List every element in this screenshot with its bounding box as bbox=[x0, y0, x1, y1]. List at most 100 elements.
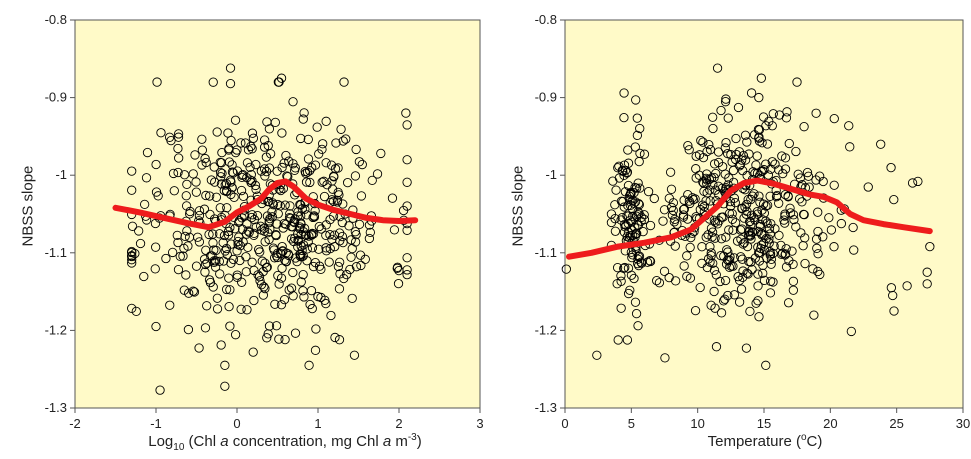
right-data-point bbox=[685, 242, 695, 253]
left-data-point bbox=[216, 340, 226, 350]
right-data-point bbox=[623, 288, 634, 299]
left-data-point bbox=[276, 185, 286, 196]
right-data-point bbox=[726, 150, 736, 160]
left-data-point bbox=[220, 180, 230, 190]
right-data-point bbox=[649, 193, 659, 204]
left-data-point bbox=[304, 360, 314, 370]
right-data-point bbox=[730, 197, 740, 208]
left-data-point bbox=[305, 299, 315, 310]
right-data-point bbox=[818, 176, 828, 187]
right-data-point bbox=[626, 188, 636, 199]
left-data-point bbox=[167, 247, 178, 258]
left-data-point bbox=[334, 228, 345, 238]
right-data-point bbox=[774, 165, 784, 175]
left-data-point bbox=[305, 177, 315, 188]
right-data-point bbox=[781, 244, 791, 254]
right-data-point bbox=[756, 243, 766, 254]
left-data-point bbox=[236, 185, 247, 196]
left-y-tick-label: -1.1 bbox=[45, 245, 67, 260]
right-data-point bbox=[783, 191, 793, 201]
left-data-point bbox=[153, 191, 163, 201]
left-data-point bbox=[226, 177, 236, 187]
right-data-point bbox=[633, 210, 643, 220]
right-data-point bbox=[703, 254, 714, 264]
right-data-point bbox=[741, 209, 751, 219]
right-data-point bbox=[764, 223, 775, 234]
left-data-point bbox=[191, 261, 202, 271]
right-y-tick-label: -0.8 bbox=[535, 12, 557, 27]
right-data-point bbox=[791, 222, 801, 232]
left-data-point bbox=[215, 269, 225, 279]
right-data-point bbox=[712, 63, 723, 73]
left-data-point bbox=[230, 330, 241, 340]
right-data-point bbox=[664, 193, 674, 203]
right-data-point bbox=[774, 230, 784, 241]
left-data-point bbox=[354, 219, 365, 230]
left-data-point bbox=[310, 345, 321, 355]
right-data-point bbox=[826, 225, 837, 235]
right-data-point bbox=[636, 212, 647, 222]
right-data-point bbox=[886, 162, 896, 173]
left-x-label-part3: m bbox=[391, 433, 408, 450]
left-data-point bbox=[306, 285, 317, 296]
right-data-point bbox=[781, 113, 792, 123]
right-data-point bbox=[757, 138, 767, 148]
right-data-point bbox=[724, 173, 734, 183]
right-data-point bbox=[620, 262, 630, 273]
right-data-point bbox=[734, 297, 745, 307]
right-data-point bbox=[812, 243, 822, 253]
left-x-label-sub: 10 bbox=[173, 442, 185, 453]
left-data-point bbox=[183, 324, 194, 335]
right-data-point bbox=[788, 259, 798, 269]
left-data-point bbox=[272, 248, 283, 258]
left-data-point bbox=[276, 300, 287, 310]
left-data-point bbox=[226, 258, 236, 268]
right-data-point bbox=[639, 210, 649, 220]
left-data-point bbox=[200, 153, 210, 164]
right-data-point bbox=[685, 273, 696, 283]
left-data-point bbox=[251, 184, 261, 194]
right-data-point bbox=[731, 149, 741, 160]
left-data-point bbox=[212, 127, 222, 137]
left-data-point bbox=[350, 227, 361, 237]
right-data-point bbox=[889, 194, 899, 205]
left-data-point bbox=[209, 257, 219, 268]
left-data-point bbox=[211, 256, 221, 266]
left-data-point bbox=[401, 108, 411, 118]
left-y-tick-label: -1.3 bbox=[45, 400, 67, 415]
left-data-point bbox=[223, 226, 234, 237]
left-data-point bbox=[255, 276, 265, 286]
left-data-point bbox=[297, 245, 307, 256]
right-data-point bbox=[633, 178, 643, 188]
left-data-point bbox=[199, 204, 210, 214]
right-data-point bbox=[788, 276, 799, 286]
left-data-point bbox=[318, 139, 328, 149]
right-data-point bbox=[630, 297, 641, 307]
right-data-point bbox=[774, 110, 785, 120]
right-data-point bbox=[695, 282, 705, 293]
left-data-point bbox=[345, 264, 355, 275]
left-data-point bbox=[194, 343, 204, 353]
right-data-point bbox=[752, 207, 762, 217]
left-data-point bbox=[402, 253, 412, 263]
left-data-point bbox=[227, 160, 237, 170]
left-data-point bbox=[389, 225, 400, 235]
left-data-point bbox=[280, 334, 290, 345]
right-data-point bbox=[711, 168, 721, 179]
left-data-point bbox=[173, 264, 184, 275]
right-data-point bbox=[721, 94, 731, 104]
right-data-point bbox=[811, 234, 822, 244]
left-data-point bbox=[236, 138, 246, 148]
right-data-point bbox=[761, 201, 771, 211]
left-data-point bbox=[251, 159, 261, 170]
right-data-point bbox=[811, 108, 821, 118]
left-data-point bbox=[150, 218, 161, 229]
left-data-point bbox=[178, 251, 188, 261]
left-data-point bbox=[212, 293, 223, 303]
right-data-point bbox=[737, 224, 747, 234]
right-data-point bbox=[753, 269, 763, 279]
left-data-point bbox=[288, 291, 298, 301]
right-data-point bbox=[702, 169, 712, 179]
right-data-point bbox=[670, 241, 680, 251]
right-data-point bbox=[724, 262, 735, 273]
